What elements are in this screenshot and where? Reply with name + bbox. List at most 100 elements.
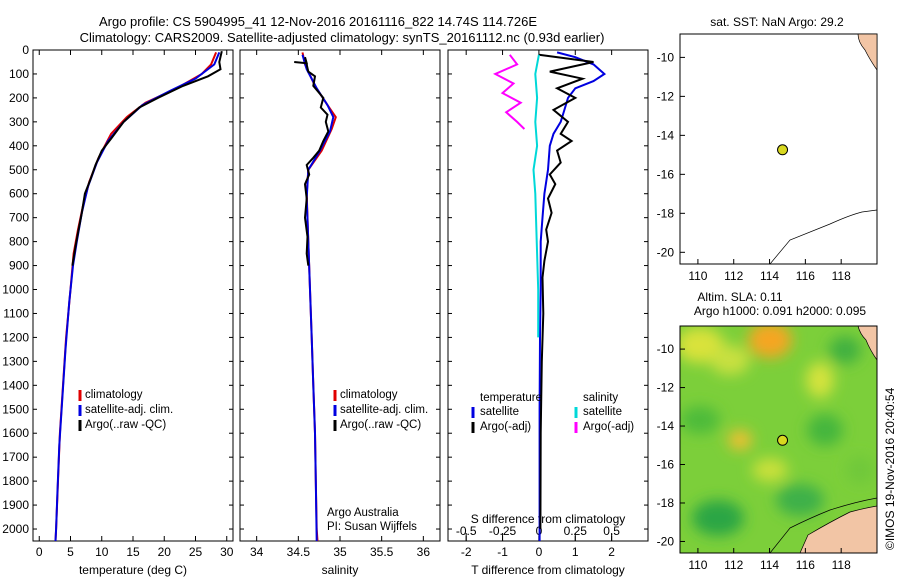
x-tick-label: -1 (497, 545, 508, 559)
series-line (301, 54, 335, 542)
legend-label: satellite-adj. clim. (340, 404, 428, 416)
sla-map-title: Altim. SLA: 0.11 (697, 290, 782, 304)
x-tick-label: 20 (158, 545, 172, 559)
map-x-tick-label: 118 (832, 269, 851, 283)
x-axis-label: T difference from climatology (471, 563, 625, 577)
y-tick-label: 900 (9, 259, 29, 273)
x-tick-label: 10 (95, 545, 109, 559)
sla-map-frame (679, 325, 878, 554)
annotation-text: PI: Susan Wijffels (327, 521, 417, 533)
y-tick-label: 1400 (2, 378, 29, 392)
difference-panel-frame (447, 49, 649, 542)
y-tick-label: 2000 (2, 522, 29, 536)
sst-map: sat. SST: NaN Argo: 29.2 (679, 15, 878, 265)
series-line (538, 53, 594, 530)
map-y-tick-label: -18 (657, 496, 675, 510)
series-line (294, 56, 330, 266)
map-x-tick-label: 110 (688, 558, 707, 572)
map-y-tick-label: -16 (657, 167, 675, 181)
x-tick-label: 36 (417, 545, 431, 559)
y-tick-label: 500 (9, 163, 29, 177)
map-y-tick-label: -10 (657, 50, 675, 64)
sla-map-subtitle: Argo h1000: 0.091 h2000: 0.095 (694, 304, 866, 318)
x2-tick-label: 0.5 (603, 524, 620, 538)
map-x-tick-label: 116 (796, 269, 815, 283)
x-tick-label: 5 (67, 545, 74, 559)
x-tick-label: 34.5 (287, 545, 311, 559)
sla-map: Altim. SLA: 0.11 Argo h1000: 0.091 h2000… (679, 290, 878, 554)
map-y-tick-label: -18 (657, 206, 675, 220)
map-y-tick-label: -12 (657, 89, 675, 103)
y-tick-label: 0 (22, 43, 29, 57)
map-y-tick-label: -14 (657, 419, 675, 433)
x-axis-label: salinity (322, 563, 359, 577)
x-tick-label: 2 (608, 545, 615, 559)
argo-position-marker (777, 144, 789, 156)
y-tick-label: 800 (9, 235, 29, 249)
map-x-tick-label: 110 (688, 269, 707, 283)
y-tick-label: 700 (9, 211, 29, 225)
map-y-tick-label: -16 (657, 458, 675, 472)
y-tick-label: 400 (9, 139, 29, 153)
series-line (54, 52, 218, 542)
x2-tick-label: 0.25 (564, 524, 588, 538)
y-tick-label: 300 (9, 115, 29, 129)
x-tick-label: 35.5 (370, 545, 394, 559)
y-tick-label: 100 (9, 67, 29, 81)
sst-map-coastline (769, 209, 878, 265)
legend-label: climatology (340, 389, 398, 401)
map-x-tick-label: 114 (760, 558, 779, 572)
y-tick-label: 1300 (2, 354, 29, 368)
map-x-tick-label: 118 (832, 558, 851, 572)
map-y-tick-label: -20 (657, 245, 675, 259)
argo-position-marker (777, 434, 789, 446)
map-x-tick-label: 112 (724, 269, 743, 283)
x-tick-label: 0 (36, 545, 43, 559)
y-tick-label: 1900 (2, 498, 29, 512)
series-line (532, 54, 540, 338)
x-tick-label: 30 (220, 545, 234, 559)
y-tick-label: 1500 (2, 402, 29, 416)
x-tick-label: 15 (126, 545, 140, 559)
map-y-tick-label: -20 (657, 534, 675, 548)
map-x-tick-label: 114 (760, 269, 779, 283)
map-y-tick-label: -10 (657, 342, 675, 356)
sst-map-title: sat. SST: NaN Argo: 29.2 (710, 15, 844, 29)
sla-map-land-ne (857, 325, 878, 362)
legend-label: Argo(..raw -QC) (85, 419, 166, 431)
x2-tick-label: -0.5 (456, 524, 477, 538)
legend-label: Argo(-adj) (583, 421, 634, 433)
y-tick-label: 600 (9, 187, 29, 201)
legend-label: satellite (480, 406, 519, 418)
legend-label: Argo(..raw -QC) (340, 419, 421, 431)
header-line-1: Argo profile: CS 5904995_41 12-Nov-2016 … (99, 14, 537, 29)
x-tick-label: 0 (536, 545, 543, 559)
sst-map-land-ne (857, 33, 878, 72)
sla-map-coastline (769, 497, 878, 554)
x-tick-label: 25 (189, 545, 203, 559)
y-tick-label: 1700 (2, 450, 29, 464)
credit-label: ©IMOS 19-Nov-2016 20:40:54 (883, 387, 897, 550)
legend-label: satellite-adj. clim. (85, 404, 173, 416)
legend-group-title: temperature (480, 392, 542, 404)
y-tick-label: 200 (9, 91, 29, 105)
legend-label: satellite (583, 406, 622, 418)
map-x-tick-label: 112 (724, 558, 743, 572)
salinity-panel-frame (239, 49, 441, 542)
y-tick-label: 1800 (2, 474, 29, 488)
x2-tick-label: -0.25 (489, 524, 517, 538)
legend-label: Argo(-adj) (480, 421, 531, 433)
x-tick-label: -2 (461, 545, 472, 559)
series-line (71, 50, 223, 266)
y-tick-label: 1000 (2, 283, 29, 297)
x-tick-label: 35 (333, 545, 347, 559)
map-y-tick-label: -12 (657, 381, 675, 395)
x-tick-label: 34 (250, 545, 264, 559)
legend-label: climatology (85, 389, 143, 401)
y-tick-label: 1100 (3, 306, 29, 320)
x-axis-label: temperature (deg C) (79, 563, 187, 577)
map-x-tick-label: 116 (796, 558, 815, 572)
temperature-panel-frame (32, 49, 234, 542)
